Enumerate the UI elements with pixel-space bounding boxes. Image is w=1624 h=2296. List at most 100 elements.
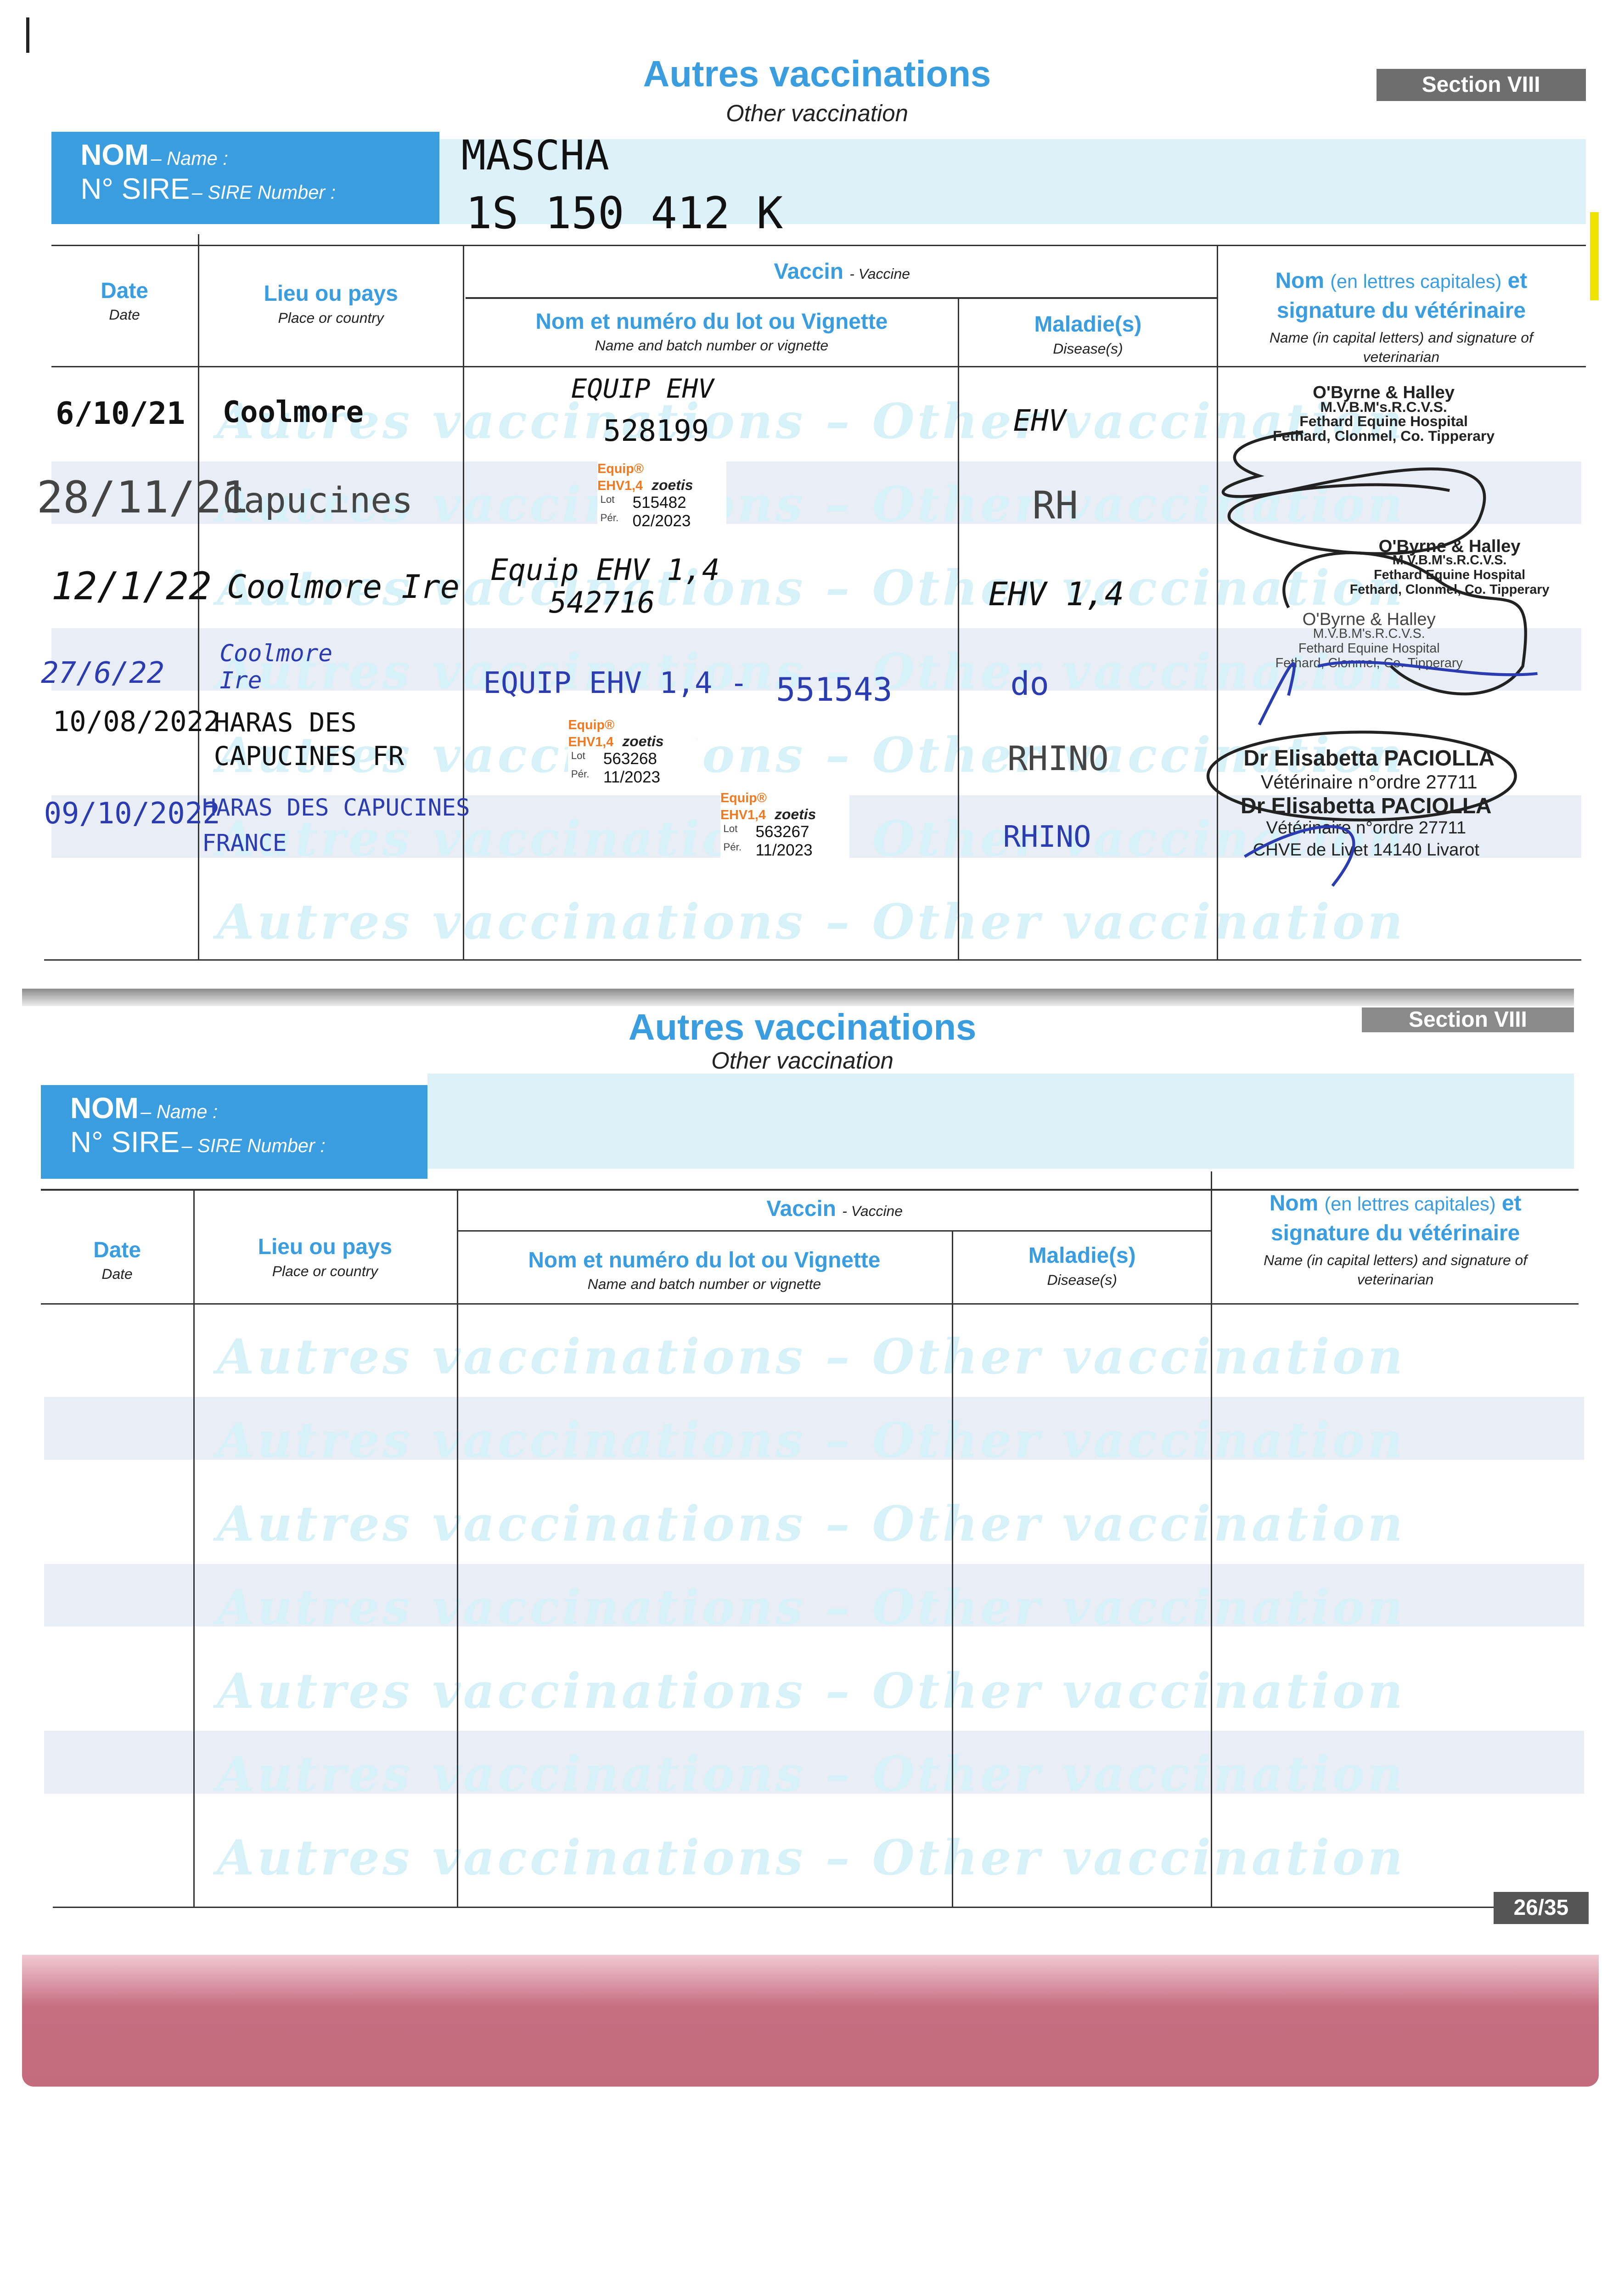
watermark-text: Autres vaccinations – Other vaccination (216, 1662, 1406, 1719)
sire-label: N° SIRE (80, 172, 190, 205)
page-title: Autres vaccinations (643, 53, 991, 94)
header-vaccine: Vaccin - Vaccine (774, 259, 910, 284)
row-shading (44, 1731, 1585, 1794)
name-label-en: – Name : (151, 147, 228, 169)
header-date-2: Date Date (93, 1238, 141, 1283)
header-vaccine-2: Vaccin - Vaccine (766, 1197, 903, 1221)
page-subtitle: Other vaccination (725, 100, 908, 126)
table-line (41, 1189, 1579, 1191)
header-disease: Maladie(s) Disease(s) (1034, 312, 1142, 357)
table-line (462, 244, 464, 959)
row-5-place: HARAS DES CAPUCINES FR (214, 707, 405, 772)
row-2-vaccine-sticker: Equip® EHV1,4 zoetis Lot 515482 Pér. 02/202… (597, 461, 726, 535)
vet-signatures (1206, 430, 1538, 887)
watermark-text: Autres vaccinations – Other vaccination (216, 559, 1406, 617)
header-disease-2: Maladie(s) Disease(s) (1028, 1244, 1136, 1288)
row-3-vaccine: Equip EHV 1,4 (490, 553, 720, 588)
sire-label: N° SIRE (70, 1125, 180, 1159)
row-3-batch: 542716 (549, 585, 655, 620)
row-shading (44, 1397, 1585, 1460)
row-3-place: Coolmore Ire (227, 568, 460, 606)
name-band (439, 139, 1586, 224)
row-4-place: Coolmore Ire (219, 640, 333, 694)
name-label: NOM (70, 1091, 139, 1125)
watermark-text: Autres vaccinations – Other vaccination (216, 642, 1406, 700)
highlight-mark (1590, 212, 1599, 300)
table-line (957, 297, 959, 959)
watermark-text: Autres vaccinations – Other vaccination (216, 392, 1406, 450)
name-label: NOM (80, 138, 149, 171)
table-line (44, 959, 1582, 961)
page-edge (22, 988, 1574, 1006)
table-line (466, 297, 1219, 299)
page-title-2: Autres vaccinations (628, 1006, 977, 1047)
header-vet-2: Nom (en lettres capitales) et signature d… (1264, 1191, 1528, 1288)
row-1-batch: 528199 (603, 414, 709, 449)
row-5-date: 10/08/2022 (52, 705, 220, 738)
table-line (456, 1189, 459, 1907)
row-3-disease: EHV 1,4 (988, 575, 1124, 613)
row-4-vaccine: EQUIP EHV 1,4 - (483, 666, 748, 700)
watermark-text: Autres vaccinations – Other vaccination (216, 1745, 1406, 1803)
table-line (1211, 1171, 1213, 1907)
row-6-place: HARAS DES CAPUCINES FRANCE (202, 794, 470, 857)
sire-number: 1S 150 412 K (466, 187, 783, 239)
row-6-date: 09/10/2022 (44, 797, 220, 831)
section-label-2: Section VIII (1361, 1007, 1574, 1033)
watermark-text: Autres vaccinations – Other vaccination (216, 476, 1406, 533)
page-number: 26/35 (1493, 1892, 1589, 1925)
row-1-date: 6/10/21 (56, 395, 185, 432)
table-line (193, 1189, 195, 1907)
table-line (51, 366, 1586, 368)
row-6-disease: RHINO (1003, 820, 1091, 854)
row-4-date: 27/6/22 (41, 656, 165, 690)
horse-name: MASCHA (461, 132, 610, 180)
header-batch-2: Nom et numéro du lot ou Vignette Name and… (528, 1248, 881, 1293)
vet-stamp-4: Dr Elisabetta PACIOLLA Vétérinaire n°ordr… (1243, 746, 1495, 793)
table-line (951, 1230, 954, 1907)
header-date: Date Date (101, 278, 148, 323)
watermark-text: Autres vaccinations – Other vaccination (216, 1829, 1406, 1886)
page-bottom-margin (29, 1930, 1596, 1957)
header-batch: Nom et numéro du lot ou Vignette Name and… (535, 309, 888, 354)
row-1-disease: EHV (1013, 404, 1066, 439)
row-5-disease: RHINO (1007, 739, 1109, 779)
table-line (41, 1303, 1579, 1305)
row-6-vaccine-sticker: Equip® EHV1,4 zoetis Lot 563267 Pér. 11/202… (720, 791, 849, 864)
watermark-text: Autres vaccinations – Other vaccination (216, 726, 1406, 783)
header-place: Lieu ou pays Place or country (264, 281, 398, 326)
table-line (52, 1907, 1587, 1908)
row-2-place: Capucines (222, 480, 413, 521)
watermark-text: Autres vaccinations – Other vaccination (216, 893, 1406, 951)
row-4-batch: 551543 (776, 670, 893, 709)
watermark-text: Autres vaccinations – Other vaccination (216, 1328, 1406, 1385)
name-band-2 (427, 1073, 1574, 1169)
header-place-2: Lieu ou pays Place or country (258, 1235, 393, 1279)
row-2-disease: RH (1032, 483, 1079, 528)
name-label-box: NOM – Name : N° SIRE – SIRE Number : (51, 132, 439, 224)
row-shading (44, 1564, 1585, 1627)
row-1-place: Coolmore (222, 395, 364, 430)
table-line (456, 1230, 1213, 1232)
vet-stamp-1: O'Byrne & Halley M.V.B.M's.R.C.V.S. Fethar… (1273, 382, 1495, 445)
row-1-vaccine: EQUIP EHV (571, 373, 714, 405)
row-3-date: 12/1/22 (51, 563, 212, 608)
section-label: Section VIII (1376, 68, 1586, 101)
row-4-disease: do (1010, 664, 1049, 703)
sire-label-en: – SIRE Number : (191, 181, 336, 203)
watermark-text: Autres vaccinations – Other vaccination (216, 1412, 1406, 1469)
watermark-text: Autres vaccinations – Other vaccination (216, 1495, 1406, 1552)
row-shading (51, 461, 1582, 524)
page-subtitle-2: Other vaccination (711, 1047, 894, 1074)
table-line (197, 234, 199, 959)
passport-cover-edge (22, 1955, 1599, 2087)
vet-stamp-2: O'Byrne & Halley M.V.B.M's.R.C.V.S. Fethar… (1349, 536, 1550, 597)
table-line (51, 244, 1586, 246)
watermark-text: Autres vaccinations – Other vaccination (216, 1578, 1406, 1636)
row-2-date: 28/11/21 (36, 471, 248, 523)
scan-mark (26, 17, 29, 53)
sire-label-en: – SIRE Number : (181, 1134, 326, 1156)
name-label-en: – Name : (140, 1100, 218, 1122)
row-shading (51, 628, 1582, 691)
